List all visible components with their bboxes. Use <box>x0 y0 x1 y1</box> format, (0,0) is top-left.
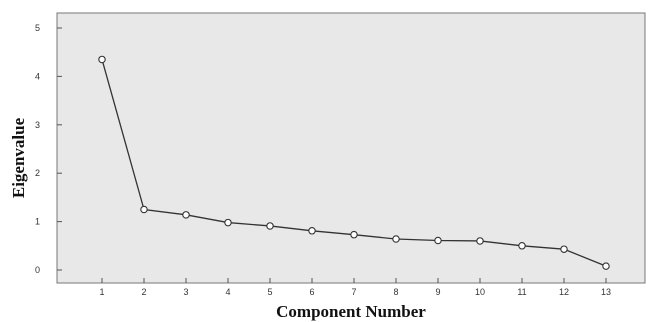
eigenvalue-series <box>98 55 610 270</box>
x-axis: 1 2 3 4 5 6 7 8 9 10 11 12 13 <box>99 278 611 297</box>
y-tick-label: 0 <box>35 265 40 275</box>
data-point <box>518 242 526 250</box>
plot-area <box>56 12 646 284</box>
y-tick-label: 4 <box>35 71 40 81</box>
x-tick-label: 10 <box>475 287 485 297</box>
y-axis-title: Eigenvalue <box>9 117 28 198</box>
x-tick-label: 8 <box>393 287 398 297</box>
x-tick-label: 6 <box>309 287 314 297</box>
x-tick-label: 9 <box>435 287 440 297</box>
data-point <box>224 218 232 227</box>
x-tick-label: 4 <box>225 287 230 297</box>
data-point <box>476 237 484 245</box>
x-tick-label: 13 <box>601 287 611 297</box>
y-tick-label: 1 <box>35 217 40 227</box>
x-tick-label: 7 <box>351 287 356 297</box>
x-tick-label: 5 <box>267 287 272 297</box>
x-tick-label: 12 <box>559 287 569 297</box>
y-axis: 0 1 2 3 4 5 <box>35 23 62 275</box>
y-tick-label: 5 <box>35 23 40 33</box>
x-tick-label: 2 <box>141 287 146 297</box>
data-point <box>266 222 274 230</box>
data-point <box>182 211 190 219</box>
data-point <box>350 230 358 239</box>
x-tick-label: 11 <box>517 287 526 297</box>
y-tick-label: 2 <box>35 168 40 178</box>
data-point <box>140 205 148 214</box>
data-point <box>434 236 442 245</box>
x-axis-title: Component Number <box>276 302 426 321</box>
data-point <box>392 235 400 243</box>
y-tick-label: 3 <box>35 120 40 130</box>
data-point <box>602 262 610 270</box>
x-tick-label: 3 <box>183 287 188 297</box>
data-point <box>560 245 568 253</box>
data-point <box>98 55 106 64</box>
x-tick-label: 1 <box>99 287 104 297</box>
data-point <box>308 227 316 235</box>
